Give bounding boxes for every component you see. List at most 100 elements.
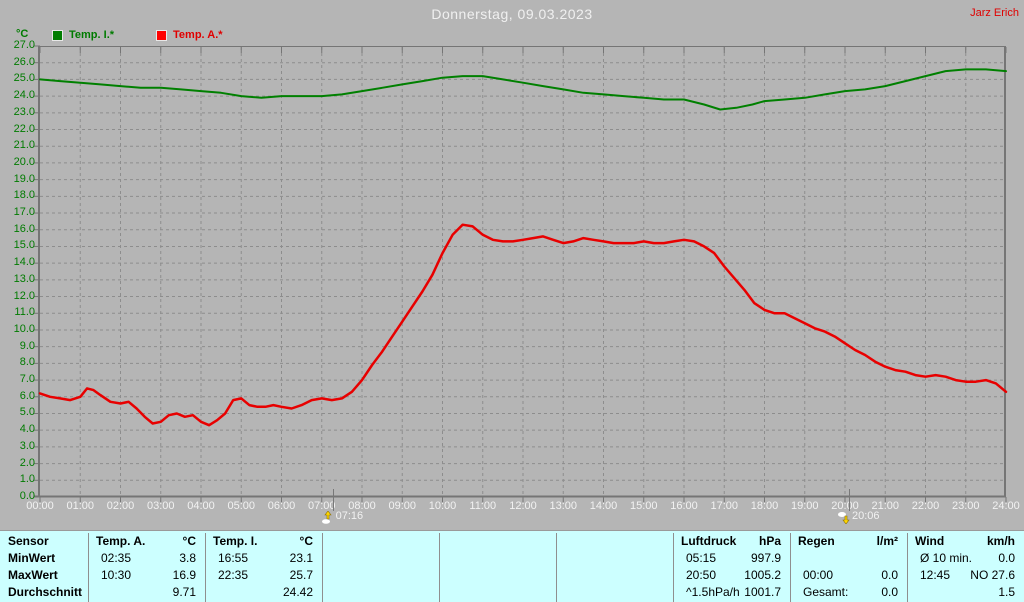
x-tick-label: 18:00 [750,500,779,512]
x-tick-label: 21:00 [871,500,900,512]
table-row [557,550,673,567]
table-row: 05:15 997.9 [674,550,790,567]
temp-i-swatch-icon [52,29,63,41]
table-column-temp-a: Temp. A. °C 02:35 3.8 10:30 16.9 9.71 [88,533,205,602]
table-row: 1.5 [908,584,1024,601]
summary-table: Sensor MinWert MaxWert Durchschnitt Temp. A.… [0,530,1024,602]
table-column-unit: hPa [758,534,781,548]
table-cell-value: 0.0 [881,568,898,582]
y-tick-label: 9.0 [19,339,35,352]
y-tick-label: 15.0 [13,239,35,252]
table-row [557,567,673,584]
table-cell-time: Gesamt: [803,585,849,599]
y-tick-label: 13.0 [13,272,35,285]
table-cell-time: 10:30 [101,568,132,582]
table-row: 10:30 16.9 [89,567,205,584]
table-cell-value: 3.8 [179,551,196,565]
table-row [791,550,907,567]
x-tick-label: 14:00 [589,500,618,512]
table-column-header [323,533,439,550]
x-tick-label: 13:00 [549,500,578,512]
table-row [440,584,556,601]
table-column-name: Luftdruck [681,534,737,548]
table-cell-time: 05:15 [686,551,717,565]
table-cell-value: 25.7 [289,568,313,582]
x-tick-label: 09:00 [388,500,417,512]
y-tick-label: 27.0 [13,39,35,51]
x-tick-label: 15:00 [629,500,658,512]
table-row-label: MaxWert [8,568,58,582]
x-tick-label: 00:00 [26,500,54,512]
table-cell-value: 24.42 [282,585,313,599]
y-tick-label: 18.0 [13,189,35,202]
legend-label-temp-a: Temp. A.* [173,29,223,41]
table-column-header: Temp. I. °C [206,533,322,550]
y-tick-label: 10.0 [13,322,35,335]
y-tick-label: 1.0 [19,473,35,486]
y-tick-label: 8.0 [19,356,35,369]
y-tick-label: 20.0 [13,155,35,168]
table-column-header: Luftdruck hPa [674,533,790,550]
table-column-empty [322,533,439,602]
x-tick-label: 10:00 [428,500,457,512]
table-row: 24.42 [206,584,322,601]
x-tick-label: 20:00 [831,500,859,512]
legend-item-temp-a: Temp. A.* [156,29,223,41]
x-tick-label: 02:00 [106,500,135,512]
table-column-unit: l/m² [876,534,898,548]
x-tick-label: 12:00 [509,500,537,512]
y-tick-label: 7.0 [19,373,35,386]
table-column-unit: °C [182,534,196,548]
x-tick-label: 23:00 [951,500,980,512]
table-cell-value: 9.71 [172,585,196,599]
y-tick-label: 21.0 [13,139,35,152]
table-column-empty [439,533,556,602]
x-tick-label: 04:00 [187,500,215,512]
y-tick-label: 23.0 [13,105,35,118]
user-name: Jarz Erich [970,7,1019,19]
table-row: 12:45 NO 27.6 [908,567,1024,584]
x-tick-label: 16:00 [670,500,698,512]
y-tick-label: 24.0 [13,89,35,102]
x-tick-label: 06:00 [267,500,296,512]
table-cell-value: NO 27.6 [970,568,1015,582]
y-tick-label: 19.0 [13,172,35,185]
x-tick-label: 05:00 [227,500,256,512]
table-column-name: Temp. I. [213,534,258,548]
table-column-regen: Regen l/m² 00:00 0.0 Gesamt: 0.0 [790,533,907,602]
table-row: 20:50 1005.2 [674,567,790,584]
x-tick-label: 08:00 [348,500,376,512]
table-column-header: Temp. A. °C [89,533,205,550]
table-cell-value: 0.0 [998,551,1015,565]
table-column-unit: °C [299,534,313,548]
x-tick-label: 07:00 [307,500,336,512]
table-cell-time: 20:50 [686,568,717,582]
table-cell-value: 23.1 [289,551,313,565]
y-axis-unit-label: °C [16,28,29,40]
y-tick-label: 12.0 [13,289,35,302]
table-row [323,567,439,584]
table-cell-value: 0.0 [881,585,898,599]
table-column-name: Regen [798,534,835,548]
legend: Temp. I.* Temp. A.* [52,29,223,41]
table-cell-value: 16.9 [172,568,196,582]
sunset-marker-line [849,489,851,511]
table-column-header [557,533,673,550]
y-tick-label: 14.0 [13,256,35,269]
sunset-time-label: 20:06 [852,510,880,522]
table-row: Ø 10 min. 0.0 [908,550,1024,567]
x-tick-label: 19:00 [790,500,819,512]
y-tick-label: 4.0 [19,423,35,436]
table-row [557,584,673,601]
table-cell-time: ^1.5hPa/h [686,585,740,599]
table-cell-time: Ø 10 min. [920,551,973,565]
table-row [440,567,556,584]
table-cell-value: 1.5 [998,585,1015,599]
x-tick-label: 11:00 [469,500,497,512]
page-title: Donnerstag, 09.03.2023 [431,6,593,22]
y-tick-label: 26.0 [13,55,35,68]
table-cell-time: 16:55 [218,551,249,565]
table-cell-value: 1001.7 [744,585,781,599]
sunrise-icon [321,510,334,524]
sunrise-time-label: 07:16 [335,510,364,522]
